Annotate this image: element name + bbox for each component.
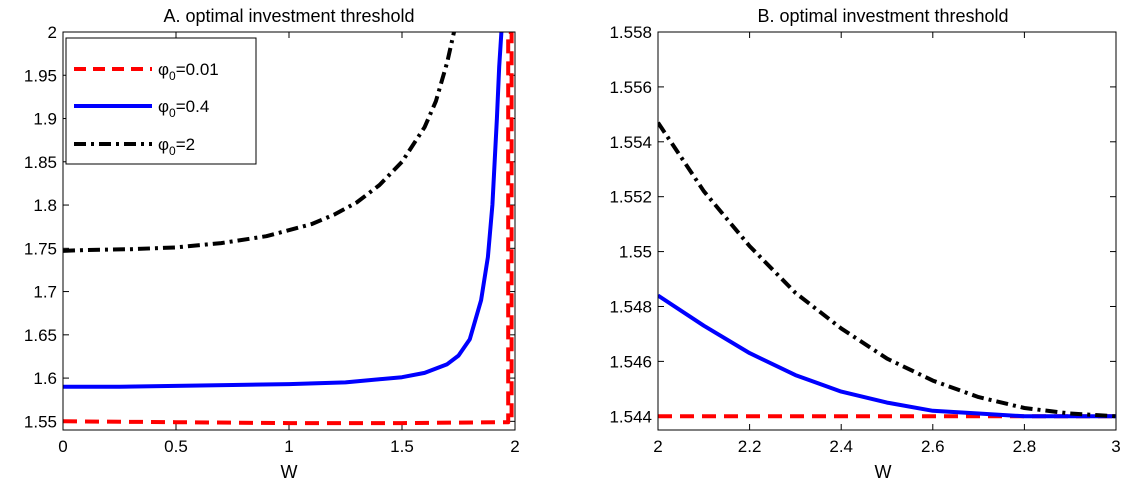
legend-entry-phi-0.01: φ0=0.01 — [74, 60, 219, 83]
panel-a-plot-area — [63, 32, 514, 426]
x-tick-label: 3 — [1111, 437, 1120, 456]
x-tick-label: 2.6 — [921, 437, 945, 456]
legend-symbol: φ — [158, 97, 169, 116]
panel-a-title: A. optimal investment threshold — [163, 6, 414, 26]
panel-b-ticks: 2 2.2 2.4 2.6 2.8 3 1.544 1.546 1.548 1.55 1.552 1.… — [609, 23, 1120, 456]
legend-entry-phi-2: φ0=2 — [74, 135, 195, 158]
legend-value: =2 — [176, 135, 195, 154]
y-tick-label: 1.558 — [609, 23, 652, 42]
y-tick-label: 2 — [48, 23, 57, 42]
legend-label: φ0=2 — [158, 135, 195, 158]
x-tick-label: 0.5 — [164, 437, 188, 456]
legend-entry-phi-0.4: φ0=0.4 — [74, 97, 209, 120]
y-tick-label: 1.548 — [609, 297, 652, 316]
y-tick-label: 1.9 — [33, 110, 57, 129]
x-tick-label: 2.4 — [829, 437, 853, 456]
series-line-solid-1 — [63, 32, 504, 389]
legend-symbol: φ — [158, 135, 169, 154]
legend-subscript: 0 — [169, 69, 176, 83]
y-tick-label: 1.554 — [609, 133, 652, 152]
x-tick-label: 1 — [284, 437, 293, 456]
panel-b-title: B. optimal investment threshold — [757, 6, 1008, 26]
series-line-dashdot-2 — [658, 121, 1116, 419]
y-tick-label: 1.552 — [609, 188, 652, 207]
y-tick-label: 1.55 — [24, 412, 57, 431]
panel-a-frame — [62, 31, 516, 431]
y-tick-label: 1.85 — [24, 153, 57, 172]
panel-a-xlabel: W — [281, 462, 298, 482]
legend-label: φ0=0.4 — [158, 97, 209, 120]
panel-b-xlabel: W — [875, 462, 892, 482]
legend-box — [65, 37, 257, 165]
legend-value: =0.01 — [176, 60, 219, 79]
y-tick-label: 1.8 — [33, 196, 57, 215]
legend-symbol: φ — [158, 60, 169, 79]
y-tick-label: 1.546 — [609, 352, 652, 371]
x-tick-label: 2.2 — [738, 437, 762, 456]
y-tick-label: 1.7 — [33, 283, 57, 302]
panel-a-ticks: 0 0.5 1 1.5 2 1.55 1.6 1.65 1.7 1.75 1.8 1.85 1.9 1.9… — [24, 23, 520, 456]
x-tick-label: 2.8 — [1013, 437, 1037, 456]
panel-b-frame — [657, 31, 1117, 431]
series-line-dashdot-2 — [63, 32, 456, 253]
series-line-solid-1 — [658, 293, 1116, 419]
legend-value: =0.4 — [176, 97, 210, 116]
y-tick-label: 1.544 — [609, 407, 652, 426]
y-tick-label: 1.556 — [609, 78, 652, 97]
legend-label: φ0=0.01 — [158, 60, 219, 83]
x-tick-label: 0 — [58, 437, 67, 456]
x-tick-label: 1.5 — [390, 437, 414, 456]
y-tick-label: 1.55 — [619, 243, 652, 262]
panel-a: A. optimal investment threshold W 0 0.5 1 1… — [24, 6, 520, 482]
y-tick-label: 1.95 — [24, 66, 57, 85]
x-tick-label: 2 — [653, 437, 662, 456]
x-tick-label: 2 — [510, 437, 519, 456]
y-tick-label: 1.65 — [24, 326, 57, 345]
legend-subscript: 0 — [169, 106, 176, 120]
panel-b-plot-area — [658, 121, 1116, 419]
y-tick-label: 1.75 — [24, 239, 57, 258]
legend: φ0=0.01 φ0=0.4 φ0=2 — [65, 37, 257, 165]
y-tick-label: 1.6 — [33, 369, 57, 388]
panel-b: B. optimal investment threshold W 2 2.2 2.… — [609, 6, 1120, 482]
legend-subscript: 0 — [169, 144, 176, 158]
